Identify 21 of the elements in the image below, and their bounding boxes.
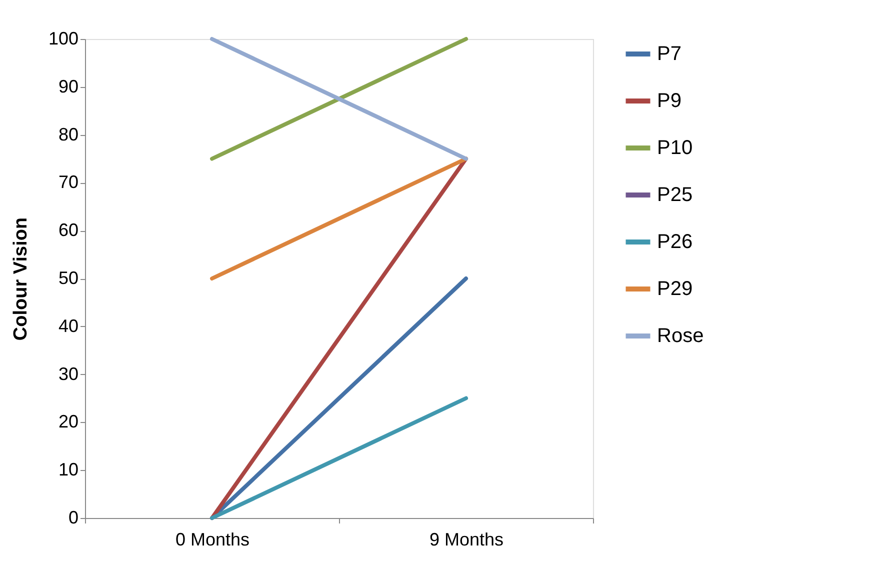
legend-label: P9 bbox=[657, 90, 682, 112]
legend-label: Rose bbox=[657, 325, 704, 347]
y-tick-label: 80 bbox=[58, 124, 78, 144]
legend-label: P25 bbox=[657, 184, 693, 206]
x-tick-label: 0 Months bbox=[175, 530, 250, 550]
y-tick-label: 90 bbox=[58, 76, 78, 96]
y-axis-title: Colour Vision bbox=[10, 217, 32, 341]
y-tick-label: 100 bbox=[48, 28, 78, 48]
legend-label: P29 bbox=[657, 278, 693, 300]
legend-label: P26 bbox=[657, 231, 693, 253]
y-tick-label: 40 bbox=[58, 316, 78, 336]
x-tick-label: 9 Months bbox=[429, 530, 504, 550]
y-tick-label: 10 bbox=[58, 460, 78, 480]
y-tick-label: 50 bbox=[58, 268, 78, 288]
legend-label: P7 bbox=[657, 43, 682, 65]
y-tick-label: 30 bbox=[58, 364, 78, 384]
y-tick-label: 70 bbox=[58, 172, 78, 192]
legend-label: P10 bbox=[657, 137, 693, 159]
y-tick-label: 0 bbox=[68, 508, 78, 528]
y-tick-label: 20 bbox=[58, 412, 78, 432]
y-tick-label: 60 bbox=[58, 220, 78, 240]
